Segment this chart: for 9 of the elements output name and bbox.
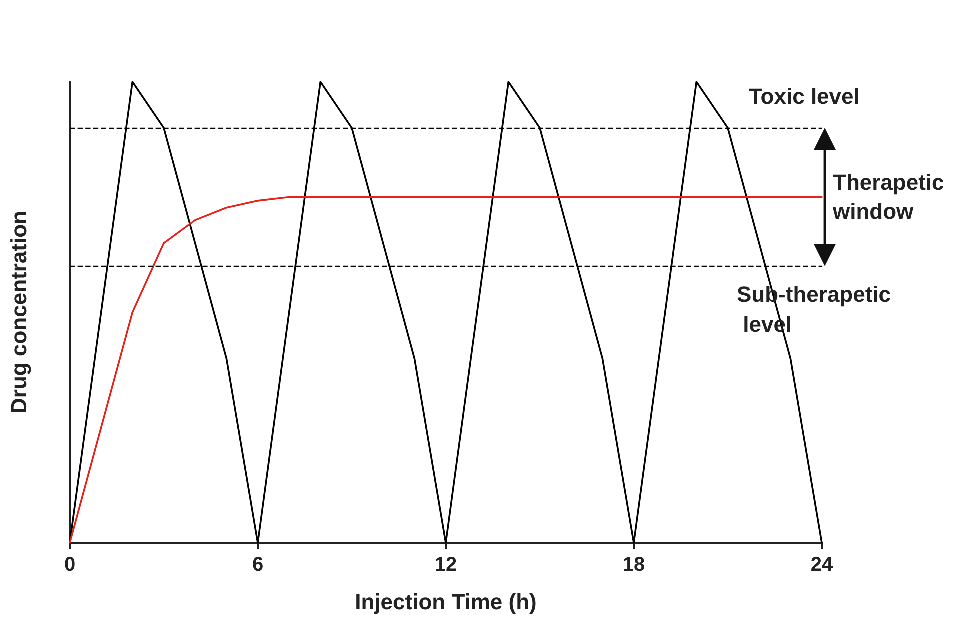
x-tick-label: 18 <box>622 554 646 576</box>
y-axis-title: Drug concentration <box>6 211 32 414</box>
ref-line-label: Toxic level <box>749 83 860 112</box>
x-tick-label: 24 <box>810 554 834 576</box>
x-tick-label: 6 <box>252 554 264 576</box>
x-tick-label: 0 <box>64 554 76 576</box>
x-tick-label: 12 <box>434 554 458 576</box>
x-axis-title: Injection Time (h) <box>355 590 537 614</box>
text: Therapetic window <box>833 168 944 226</box>
